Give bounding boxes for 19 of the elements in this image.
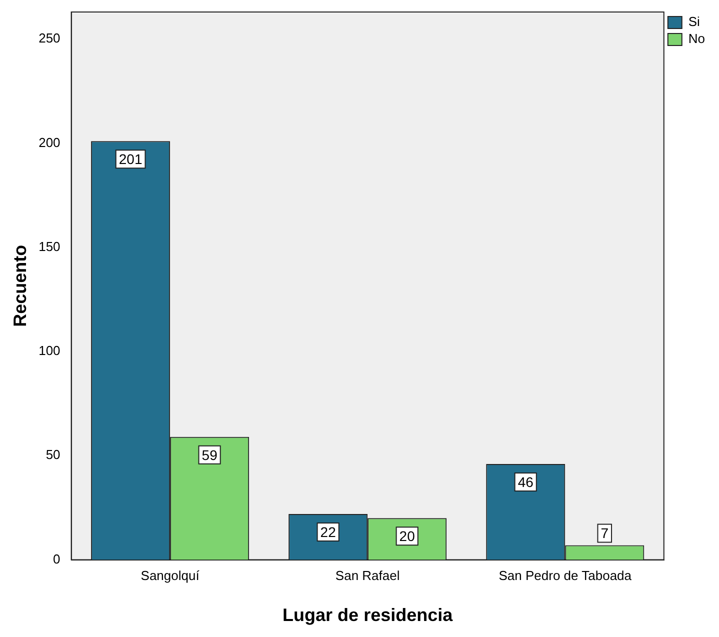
x-tick-label: Sangolquí bbox=[140, 568, 200, 584]
x-tick-label: San Rafael bbox=[335, 568, 400, 584]
y-tick-label: 0 bbox=[53, 551, 60, 566]
x-axis-title: Lugar de residencia bbox=[282, 605, 454, 626]
legend-label: Si bbox=[688, 14, 700, 30]
y-axis-title: Recuento bbox=[10, 244, 30, 327]
y-tick-label: 50 bbox=[46, 447, 60, 462]
data-label: 46 bbox=[518, 474, 534, 490]
data-label: 20 bbox=[399, 528, 416, 544]
data-label: 59 bbox=[202, 446, 218, 463]
y-tick-label: 250 bbox=[38, 30, 60, 46]
data-label: 201 bbox=[118, 151, 142, 167]
y-tick-label: 200 bbox=[38, 134, 60, 150]
x-tick-label: San Pedro de Taboada bbox=[498, 568, 632, 584]
y-tick-label: 100 bbox=[38, 343, 60, 358]
data-label: 22 bbox=[320, 524, 336, 540]
y-tick-label: 150 bbox=[38, 238, 60, 254]
data-label: 7 bbox=[600, 525, 609, 542]
legend-label: No bbox=[688, 31, 706, 46]
